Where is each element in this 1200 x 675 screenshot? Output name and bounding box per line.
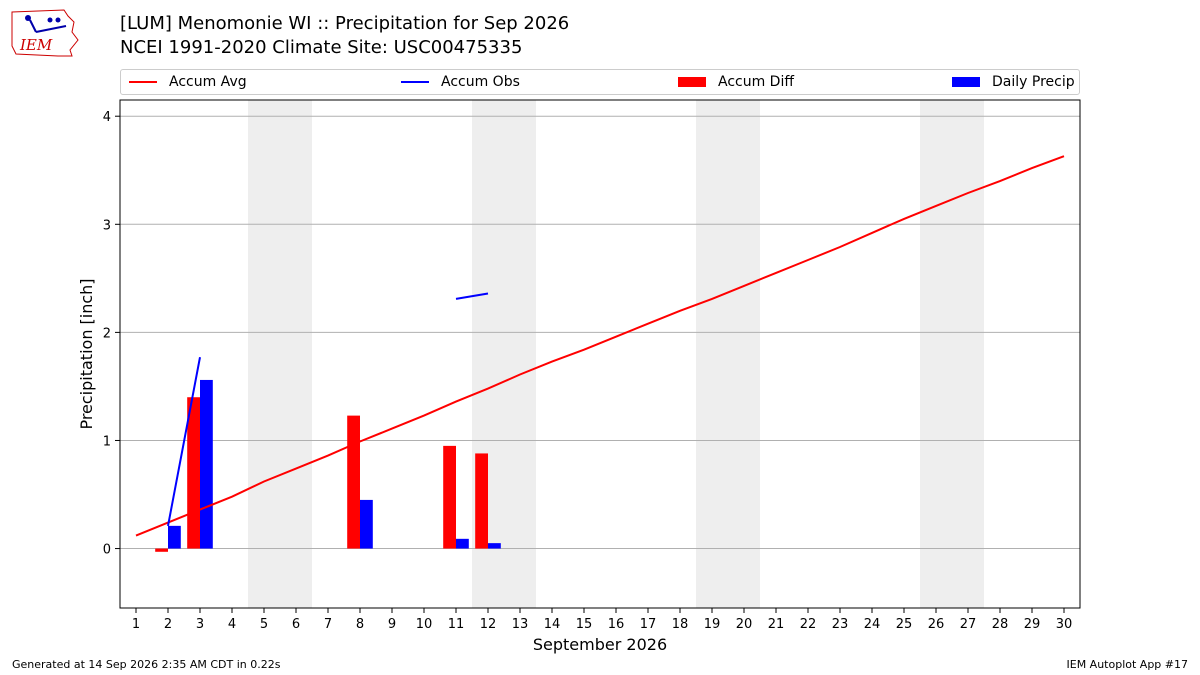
x-axis-ticks: 1 2 3 4 5 6 7 8 9 10 11 12 13 14 15 16 17 18 19 20 21 22 23 24 2… (132, 608, 1072, 632)
y-axis-label: Precipitation [inch] (77, 278, 96, 429)
x-tick-label: 5 (260, 617, 268, 632)
x-tick-label: 20 (736, 617, 753, 632)
y-tick-label: 1 (103, 434, 111, 449)
logo-text: IEM (19, 36, 53, 54)
daily-precip-bar (488, 543, 501, 549)
iowa-outline-icon (11, 9, 79, 57)
accum-diff-bar (443, 445, 456, 549)
x-tick-label: 3 (196, 617, 204, 632)
y-tick-label: 3 (103, 218, 111, 233)
daily-precip-bar (168, 525, 181, 549)
x-tick-label: 18 (672, 617, 689, 632)
weekend-band (920, 100, 984, 608)
x-tick-label: 8 (356, 617, 364, 632)
x-tick-label: 24 (864, 617, 881, 632)
x-tick-label: 21 (768, 617, 785, 632)
accum-obs-line (167, 292, 489, 527)
x-tick-label: 23 (832, 617, 849, 632)
x-tick-label: 26 (928, 617, 945, 632)
daily-precip-bar (360, 499, 373, 549)
legend-swatch-daily-precip (952, 77, 980, 87)
accum-diff-bar (475, 453, 488, 549)
legend-swatch-accum-obs (401, 81, 429, 83)
generated-timestamp: Generated at 14 Sep 2026 2:35 AM CDT in … (12, 658, 281, 671)
legend-swatch-accum-diff (678, 77, 706, 87)
legend-item-daily-precip: Daily Precip (952, 70, 1075, 94)
y-axis-ticks: 0 1 2 3 4 (103, 110, 120, 558)
legend-label: Accum Obs (441, 74, 520, 90)
legend-label: Accum Avg (169, 74, 247, 90)
x-tick-label: 27 (960, 617, 977, 632)
legend-label: Accum Diff (718, 74, 795, 90)
gridlines (120, 115, 1080, 550)
bars (155, 379, 501, 552)
x-tick-label: 10 (416, 617, 433, 632)
legend-swatch-accum-avg (129, 81, 157, 83)
chart-title: [LUM] Menomonie WI :: Precipitation for … (120, 13, 570, 34)
daily-precip-bar (456, 538, 469, 549)
chart-subtitle: NCEI 1991-2020 Climate Site: USC00475335 (120, 37, 523, 58)
x-tick-label: 28 (992, 617, 1009, 632)
legend-item-accum-obs: Accum Obs (401, 70, 520, 94)
x-tick-label: 30 (1056, 617, 1073, 632)
series-lines (135, 155, 1065, 537)
y-tick-label: 0 (103, 543, 111, 558)
y-tick-label: 2 (103, 326, 111, 341)
app-credit: IEM Autoplot App #17 (1066, 658, 1189, 671)
x-tick-label: 11 (448, 617, 465, 632)
accum-avg-line (135, 155, 1065, 537)
accum-diff-bar (347, 415, 360, 549)
x-tick-label: 9 (388, 617, 396, 632)
x-tick-label: 15 (576, 617, 593, 632)
x-tick-label: 6 (292, 617, 300, 632)
weekend-shading (248, 100, 984, 608)
x-tick-label: 29 (1024, 617, 1041, 632)
x-tick-label: 25 (896, 617, 913, 632)
legend-item-accum-avg: Accum Avg (129, 70, 247, 94)
x-tick-label: 13 (512, 617, 529, 632)
x-tick-label: 17 (640, 617, 657, 632)
x-tick-label: 19 (704, 617, 721, 632)
iem-logo: IEM (11, 9, 79, 57)
y-tick-label: 4 (103, 110, 111, 125)
x-tick-label: 2 (164, 617, 172, 632)
x-tick-label: 4 (228, 617, 236, 632)
x-tick-label: 22 (800, 617, 817, 632)
x-tick-label: 12 (480, 617, 497, 632)
accum-diff-bar (155, 548, 168, 552)
x-tick-label: 1 (132, 617, 140, 632)
legend-label: Daily Precip (992, 74, 1075, 90)
legend-item-accum-diff: Accum Diff (678, 70, 794, 94)
x-tick-label: 14 (544, 617, 561, 632)
x-tick-label: 7 (324, 617, 332, 632)
x-tick-label: 16 (608, 617, 625, 632)
weekend-band (248, 100, 312, 608)
plot-frame (119, 99, 1081, 609)
x-axis-label: September 2026 (533, 635, 667, 654)
daily-precip-bar (200, 379, 213, 549)
chart-legend: Accum Avg Accum Obs Accum Diff Daily Pre… (120, 69, 1080, 95)
accum-diff-bar (187, 397, 200, 549)
weekend-band (696, 100, 760, 608)
